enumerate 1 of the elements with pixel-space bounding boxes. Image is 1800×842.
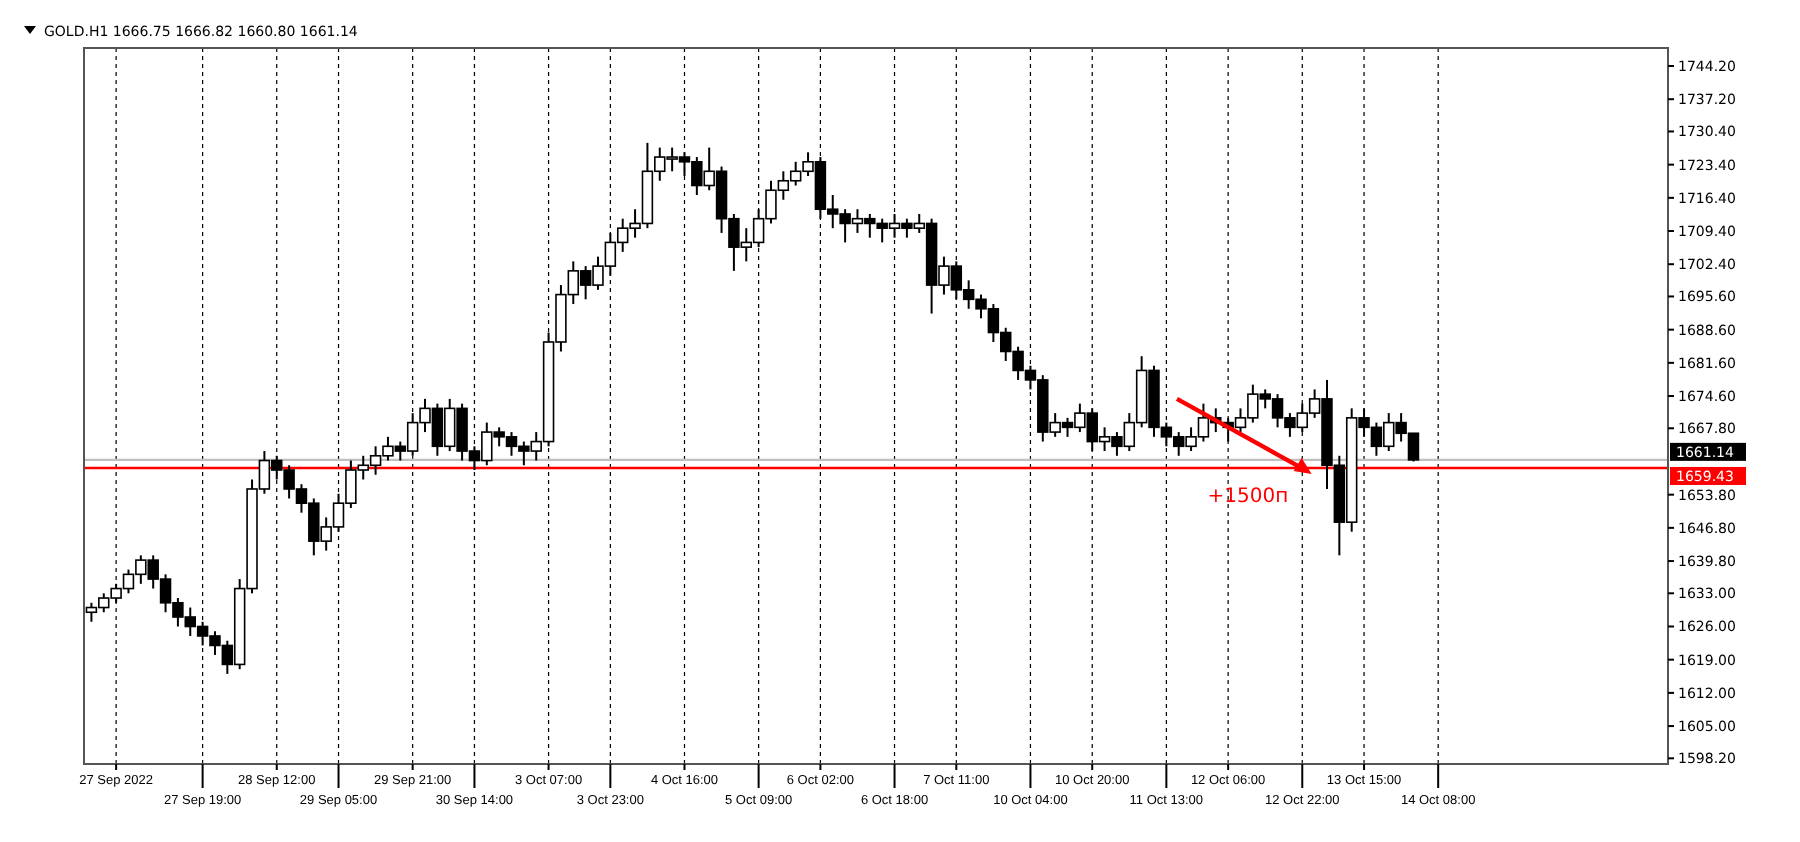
- annotation: +1500п: [1207, 486, 1289, 509]
